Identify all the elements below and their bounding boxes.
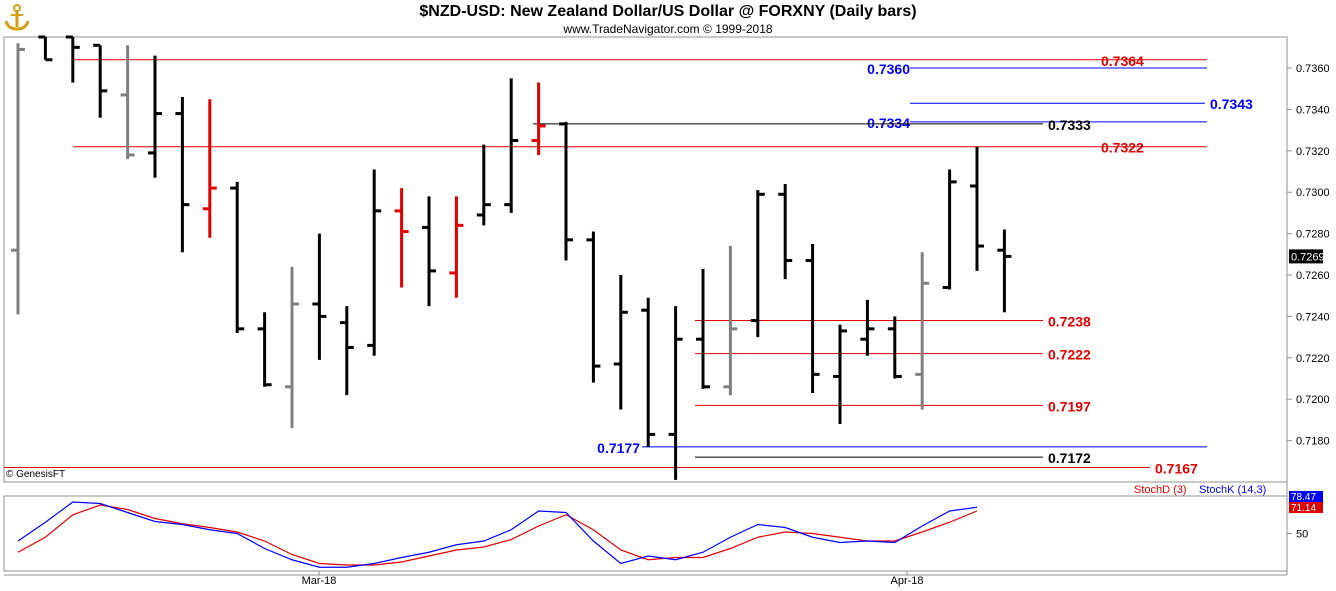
anchor-logo-icon xyxy=(4,4,30,31)
level-label: 0.7343 xyxy=(1210,96,1253,112)
last-price-label: 0.7269 xyxy=(1291,251,1325,263)
level-label: 0.7333 xyxy=(1048,117,1091,133)
y-tick-label: 0.7280 xyxy=(1296,229,1330,241)
y-tick-label: 0.7240 xyxy=(1296,311,1330,323)
level-label: 0.7360 xyxy=(867,61,910,77)
stochk-line xyxy=(17,501,978,568)
level-label: 0.7167 xyxy=(1155,461,1198,477)
y-tick-label: 0.7300 xyxy=(1296,187,1330,199)
y-tick-label: 0.7220 xyxy=(1296,353,1330,365)
y-tick-label: 0.7260 xyxy=(1296,270,1330,282)
stochastic-panel-frame xyxy=(3,495,1288,572)
level-label: 0.7222 xyxy=(1048,347,1091,363)
y-tick-label: 0.7200 xyxy=(1296,394,1330,406)
level-label: 0.7364 xyxy=(1101,53,1144,69)
y-tick-label: 0.7180 xyxy=(1296,436,1330,448)
x-tick-label: Mar-18 xyxy=(302,575,337,587)
stochd-line xyxy=(17,504,978,566)
copyright-label: © GenesisFT xyxy=(6,469,66,480)
stochk-value-label: 78.47 xyxy=(1291,492,1316,503)
stochd-value-label: 71.14 xyxy=(1291,503,1316,514)
legend-stochd: StochD (3) xyxy=(1134,484,1187,496)
legend-stochk: StochK (14,3) xyxy=(1199,484,1266,496)
stochd-value-box xyxy=(1289,502,1323,513)
last-price-box xyxy=(1289,249,1323,264)
stochk-value-box xyxy=(1289,491,1323,502)
level-label: 0.7322 xyxy=(1101,140,1144,156)
level-label: 0.7172 xyxy=(1048,450,1091,466)
y-tick-label: 0.7360 xyxy=(1296,63,1330,75)
level-label: 0.7197 xyxy=(1048,398,1091,414)
x-tick-label: Apr-18 xyxy=(890,575,923,587)
level-label: 0.7334 xyxy=(867,115,910,131)
stoch-tick-label: 50 xyxy=(1296,529,1308,541)
price-panel-frame xyxy=(3,36,1288,483)
level-label: 0.7177 xyxy=(597,440,640,456)
chart-subtitle: www.TradeNavigator.com © 1999-2018 xyxy=(563,22,773,36)
y-tick-label: 0.7320 xyxy=(1296,146,1330,158)
chart-title: $NZD-USD: New Zealand Dollar/US Dollar @… xyxy=(419,3,917,20)
y-tick-label: 0.7340 xyxy=(1296,104,1330,116)
level-label: 0.7238 xyxy=(1048,314,1091,330)
